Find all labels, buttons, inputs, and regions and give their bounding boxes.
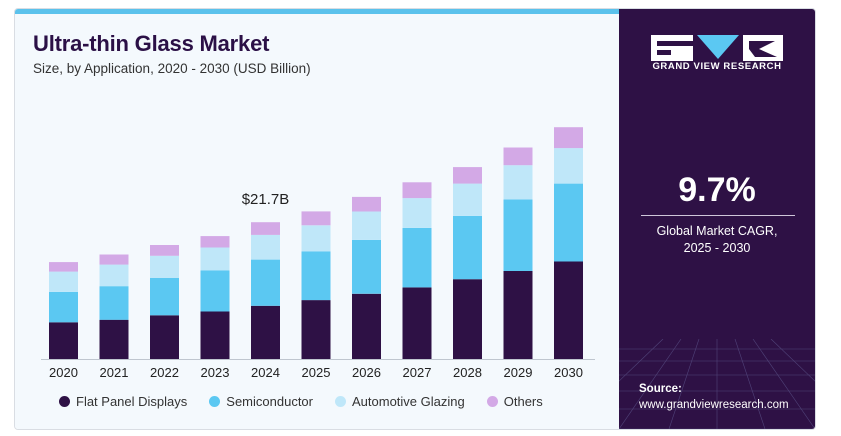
- legend-label: Others: [503, 394, 543, 409]
- bar-segment-2022-others: [150, 245, 179, 256]
- accent-bar: [15, 9, 619, 14]
- bar-segment-2029-semiconductor: [503, 199, 533, 271]
- bar-segment-2024-others: [251, 222, 280, 235]
- bar-segment-2029-flat-panel-displays: [503, 271, 533, 359]
- brand-logo-icon: [651, 35, 783, 61]
- bar-segment-2022-flat-panel-displays: [150, 315, 179, 359]
- bar-segment-2021-semiconductor: [99, 286, 129, 320]
- legend-item-semiconductor: Semiconductor: [209, 394, 313, 409]
- bar-annotation-2024: $21.7B: [242, 191, 290, 208]
- source-label: Source:: [639, 383, 682, 395]
- bar-segment-2030-others: [554, 127, 583, 149]
- legend-item-flat-panel-displays: Flat Panel Displays: [59, 394, 187, 409]
- x-tick-label-2025: 2025: [302, 365, 331, 380]
- stacked-bar-chart: 2020 2021 2022 2023 2024 $21.7B 2025 2026 2027 20…: [41, 127, 595, 380]
- bar-segment-2030-flat-panel-displays: [554, 261, 583, 359]
- source-url: www.grandviewresearch.com: [639, 399, 789, 411]
- bar-segment-2020-others: [49, 262, 78, 272]
- bar-segment-2022-semiconductor: [150, 277, 179, 316]
- bar-segment-2020-semiconductor: [49, 291, 78, 323]
- bar-segment-2020-automotive-glazing: [49, 271, 78, 292]
- legend-swatch: [486, 396, 498, 407]
- legend-label: Semiconductor: [226, 394, 313, 409]
- bar-segment-2029-others: [503, 147, 533, 166]
- legend-swatch: [59, 396, 70, 407]
- cagr-value: 9.7%: [678, 171, 756, 209]
- bar-segment-2020-flat-panel-displays: [49, 322, 78, 359]
- bar-segment-2027-automotive-glazing: [402, 198, 432, 228]
- cagr-label-line1: Global Market CAGR,: [656, 224, 778, 238]
- bar-segment-2024-flat-panel-displays: [251, 305, 280, 359]
- brand-name: GRAND VIEW RESEARCH: [652, 61, 782, 72]
- bar-segment-2026-automotive-glazing: [352, 211, 381, 240]
- bar-segment-2026-flat-panel-displays: [352, 293, 381, 359]
- legend-swatch: [209, 396, 221, 407]
- legend-item-automotive-glazing: Automotive Glazing: [335, 394, 465, 409]
- bar-segment-2028-automotive-glazing: [453, 183, 482, 216]
- bar-segment-2021-flat-panel-displays: [99, 319, 129, 359]
- bar-segment-2028-semiconductor: [453, 215, 482, 280]
- legend-label: Flat Panel Displays: [76, 394, 188, 409]
- bar-segment-2023-flat-panel-displays: [200, 311, 230, 359]
- bar-segment-2027-semiconductor: [402, 227, 432, 288]
- bar-segment-2024-semiconductor: [251, 259, 280, 306]
- sidebar: GRAND VIEW RESEARCH 9.7% Global Market C…: [619, 9, 815, 429]
- x-tick-label-2023: 2023: [201, 365, 230, 380]
- bar-segment-2025-automotive-glazing: [301, 225, 331, 252]
- bar-segment-2023-semiconductor: [200, 270, 230, 312]
- x-tick-label-2020: 2020: [49, 365, 78, 380]
- x-tick-label-2029: 2029: [504, 365, 533, 380]
- cagr-label: Global Market CAGR, 2025 - 2030: [619, 223, 815, 257]
- x-tick-label-2021: 2021: [100, 365, 129, 380]
- chart-subtitle: Size, by Application, 2020 - 2030 (USD B…: [33, 61, 311, 76]
- bar-segment-2023-automotive-glazing: [200, 247, 230, 271]
- source-note: Source: www.grandviewresearch.com: [639, 381, 789, 413]
- x-tick-label-2027: 2027: [403, 365, 432, 380]
- chart-title: Ultra-thin Glass Market: [33, 31, 270, 56]
- x-tick-label-2028: 2028: [453, 365, 482, 380]
- bar-segment-2025-semiconductor: [301, 251, 331, 301]
- bar-segment-2021-others: [99, 254, 129, 265]
- divider: [641, 215, 795, 216]
- bar-segment-2026-semiconductor: [352, 239, 381, 294]
- grid-decoration: [619, 339, 815, 429]
- bar-segment-2030-semiconductor: [554, 183, 583, 262]
- bar-segment-2028-flat-panel-displays: [453, 279, 482, 359]
- legend: Flat Panel Displays Semiconductor Automoti…: [59, 394, 543, 409]
- bar-segment-2028-others: [453, 167, 482, 184]
- cagr-label-line2: 2025 - 2030: [683, 241, 751, 255]
- x-tick-label-2030: 2030: [554, 365, 583, 380]
- x-tick-label-2026: 2026: [352, 365, 381, 380]
- bar-segment-2026-others: [352, 196, 381, 212]
- infographic-card: Ultra-thin Glass Market Size, by Applica…: [14, 8, 816, 430]
- bar-segment-2022-automotive-glazing: [150, 255, 179, 278]
- bar-segment-2021-automotive-glazing: [99, 264, 129, 287]
- bar-segment-2027-others: [402, 182, 432, 199]
- bar-segment-2024-automotive-glazing: [251, 234, 280, 260]
- legend-label: Automotive Glazing: [352, 394, 465, 409]
- bar-segment-2025-flat-panel-displays: [301, 300, 331, 359]
- bar-segment-2029-automotive-glazing: [503, 165, 533, 200]
- bar-segment-2030-automotive-glazing: [554, 148, 583, 184]
- bar-segment-2023-others: [200, 236, 230, 248]
- x-tick-label-2022: 2022: [150, 365, 179, 380]
- bar-segment-2027-flat-panel-displays: [402, 287, 432, 359]
- bar-segment-2025-others: [301, 211, 331, 226]
- legend-item-others: Others: [486, 394, 543, 409]
- legend-swatch: [335, 396, 346, 407]
- x-tick-label-2024: 2024: [251, 365, 280, 380]
